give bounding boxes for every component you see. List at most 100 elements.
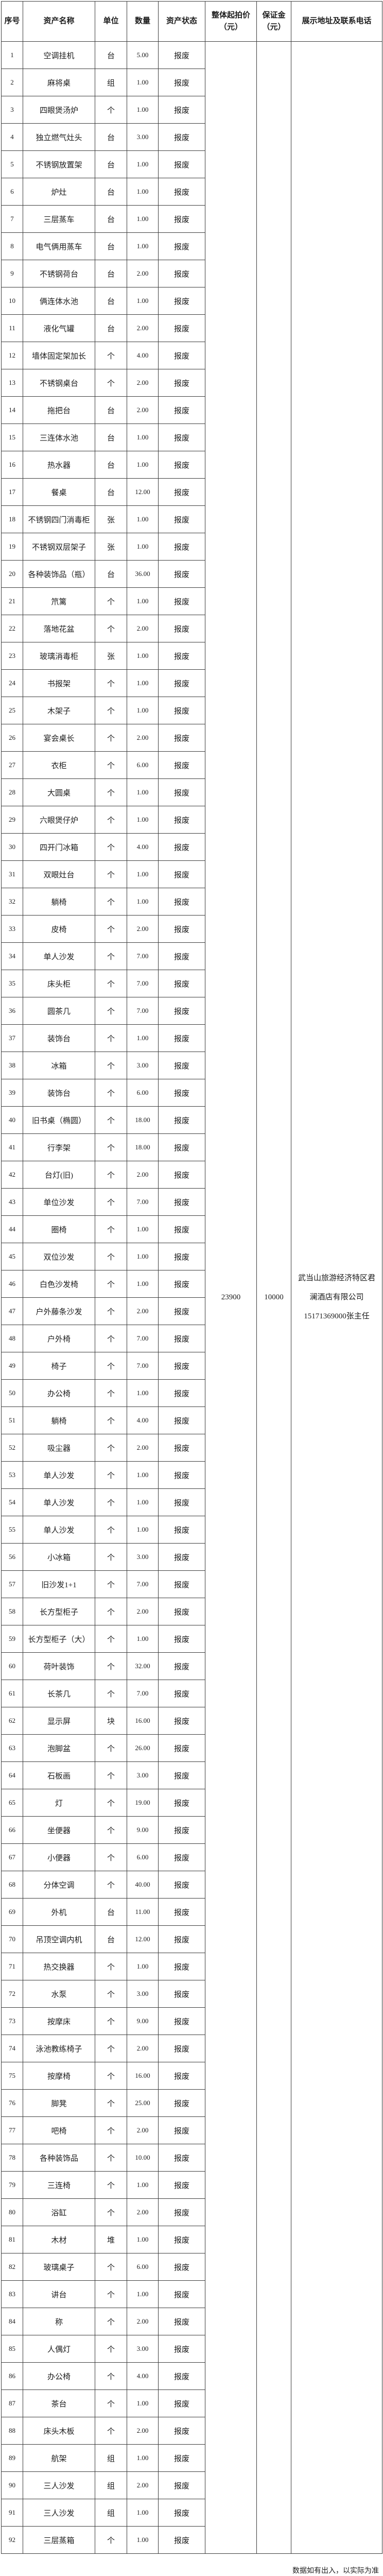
seq-cell: 49 — [1, 1352, 23, 1380]
unit-cell: 块 — [95, 1707, 127, 1735]
table-row: 25 木架子个 1.00 报废 — [1, 697, 382, 724]
table-row: 68 分体空调个 40.00 报废 — [1, 1871, 382, 1899]
status-cell: 报废 — [158, 587, 205, 615]
seq-cell: 36 — [1, 997, 23, 1025]
table-row: 45 双位沙发个 1.00 报废 — [1, 1243, 382, 1270]
unit-cell: 个 — [95, 970, 127, 997]
unit-cell: 个 — [95, 2389, 127, 2417]
table-row: 17 餐桌台 12.00 报废 — [1, 478, 382, 506]
seq-cell: 66 — [1, 1816, 23, 1844]
table-row: 81 木材堆 1.00 报废 — [1, 2226, 382, 2253]
seq-cell: 45 — [1, 1243, 23, 1270]
unit-cell: 个 — [95, 2089, 127, 2117]
unit-cell: 个 — [95, 1488, 127, 1516]
asset-name-cell: 俩连体水池 — [23, 287, 95, 315]
seq-cell: 40 — [1, 1106, 23, 1134]
asset-name-cell: 三连体水池 — [23, 423, 95, 451]
asset-name-cell: 装饰台 — [23, 1079, 95, 1107]
status-cell: 报废 — [158, 1270, 205, 1298]
quantity-cell: 18.00 — [127, 1106, 159, 1134]
asset-name-cell: 不锈钢桌台 — [23, 369, 95, 397]
quantity-cell: 1.00 — [127, 2226, 159, 2253]
seq-cell: 37 — [1, 1024, 23, 1052]
unit-cell: 台 — [95, 178, 127, 206]
seq-cell: 1 — [1, 41, 23, 69]
header-qty: 数量 — [127, 1, 159, 42]
quantity-cell: 16.00 — [127, 2062, 159, 2090]
asset-name-cell: 人偶灯 — [23, 2335, 95, 2363]
quantity-cell: 7.00 — [127, 970, 159, 997]
status-cell: 报废 — [158, 1325, 205, 1352]
unit-cell: 个 — [95, 2335, 127, 2363]
asset-name-cell: 吊顶空调内机 — [23, 1925, 95, 1953]
status-cell: 报废 — [158, 1925, 205, 1953]
quantity-cell: 1.00 — [127, 1243, 159, 1270]
quantity-cell: 1.00 — [127, 1379, 159, 1407]
unit-cell: 个 — [95, 2253, 127, 2281]
seq-cell: 74 — [1, 2035, 23, 2062]
asset-name-cell: 按摩椅 — [23, 2062, 95, 2090]
asset-name-cell: 泳池教练椅子 — [23, 2035, 95, 2062]
unit-cell: 个 — [95, 369, 127, 397]
quantity-cell: 1.00 — [127, 205, 159, 233]
status-cell: 报废 — [158, 2499, 205, 2527]
unit-cell: 个 — [95, 1461, 127, 1489]
quantity-cell: 1.00 — [127, 1461, 159, 1489]
quantity-cell: 4.00 — [127, 2362, 159, 2390]
seq-cell: 17 — [1, 478, 23, 506]
status-cell: 报废 — [158, 833, 205, 861]
quantity-cell: 7.00 — [127, 1680, 159, 1707]
table-row: 40 旧书桌（椭圆）个 18.00 报废 — [1, 1106, 382, 1134]
unit-cell: 个 — [95, 1543, 127, 1571]
table-row: 76 脚凳个 25.00 报废 — [1, 2089, 382, 2117]
table-row: 43 单位沙发个 7.00 报废 — [1, 1188, 382, 1216]
quantity-cell: 2.00 — [127, 1598, 159, 1625]
asset-name-cell: 玻璃消毒柜 — [23, 642, 95, 670]
status-cell: 报废 — [158, 2116, 205, 2144]
quantity-cell: 2.00 — [127, 1297, 159, 1325]
quantity-cell: 6.00 — [127, 1843, 159, 1871]
unit-cell: 个 — [95, 342, 127, 369]
table-row: 48 户外椅个 7.00 报废 — [1, 1325, 382, 1352]
table-row: 35 床头柜个 7.00 报废 — [1, 970, 382, 997]
table-row: 75 按摩椅个 16.00 报废 — [1, 2062, 382, 2090]
table-row: 4 独立燃气灶头台 3.00 报废 — [1, 123, 382, 151]
unit-cell: 个 — [95, 96, 127, 124]
table-row: 10 俩连体水池台 1.00 报废 — [1, 287, 382, 315]
status-cell: 报废 — [158, 697, 205, 724]
unit-cell: 台 — [95, 123, 127, 151]
contact-cell: 武当山旅游经济特区君 澜酒店有限公司 15171369000张主任 — [291, 41, 382, 2554]
seq-cell: 65 — [1, 1789, 23, 1817]
seq-cell: 86 — [1, 2362, 23, 2390]
table-row: 22 落地花盆个 2.00 报废 — [1, 615, 382, 642]
table-row: 47 户外藤条沙发个 2.00 报废 — [1, 1297, 382, 1325]
unit-cell: 张 — [95, 505, 127, 533]
status-cell: 报废 — [158, 1625, 205, 1653]
seq-cell: 39 — [1, 1079, 23, 1107]
table-row: 64 石板画个 3.00 报废 — [1, 1761, 382, 1789]
seq-cell: 21 — [1, 587, 23, 615]
quantity-cell: 3.00 — [127, 1980, 159, 2008]
asset-name-cell: 躺椅 — [23, 888, 95, 916]
unit-cell: 个 — [95, 2526, 127, 2554]
table-row: 63 泡脚盆个 26.00 报废 — [1, 1734, 382, 1762]
unit-cell: 组 — [95, 2499, 127, 2527]
status-cell: 报废 — [158, 1843, 205, 1871]
unit-cell: 个 — [95, 1734, 127, 1762]
table-row: 60 荷叶装饰个 32.00 报废 — [1, 1652, 382, 1680]
status-cell: 报废 — [158, 2417, 205, 2445]
quantity-cell: 1.00 — [127, 669, 159, 697]
unit-cell: 个 — [95, 2035, 127, 2062]
status-cell: 报废 — [158, 2144, 205, 2172]
status-cell: 报废 — [158, 1652, 205, 1680]
asset-name-cell: 皮椅 — [23, 915, 95, 943]
seq-cell: 63 — [1, 1734, 23, 1762]
seq-cell: 23 — [1, 642, 23, 670]
status-cell: 报废 — [158, 1953, 205, 1980]
status-cell: 报废 — [158, 150, 205, 178]
asset-name-cell: 各种装饰品（瓶） — [23, 560, 95, 588]
quantity-cell: 1.00 — [127, 423, 159, 451]
unit-cell: 台 — [95, 205, 127, 233]
unit-cell: 个 — [95, 778, 127, 806]
